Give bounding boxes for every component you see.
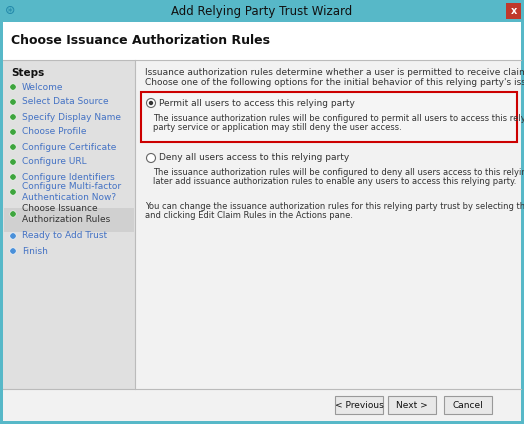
- Circle shape: [10, 84, 16, 90]
- Bar: [3, 389, 521, 421]
- Bar: [335, 396, 383, 414]
- Text: and clicking Edit Claim Rules in the Actions pane.: and clicking Edit Claim Rules in the Act…: [145, 211, 353, 220]
- Circle shape: [147, 153, 156, 162]
- Text: x: x: [510, 6, 517, 16]
- Circle shape: [149, 101, 153, 105]
- Text: Permit all users to access this relying party: Permit all users to access this relying …: [159, 98, 355, 108]
- Text: Finish: Finish: [22, 246, 48, 256]
- Text: Configure Certificate: Configure Certificate: [22, 142, 116, 151]
- Text: Next >: Next >: [396, 401, 428, 410]
- Circle shape: [10, 233, 16, 239]
- Circle shape: [147, 98, 156, 108]
- Circle shape: [10, 159, 16, 165]
- Text: Select Data Source: Select Data Source: [22, 98, 108, 106]
- Text: Cancel: Cancel: [453, 401, 483, 410]
- Circle shape: [10, 114, 16, 120]
- Text: Choose Profile: Choose Profile: [22, 128, 86, 137]
- Text: < Previous: < Previous: [335, 401, 384, 410]
- Text: later add issuance authorization rules to enable any users to access this relyin: later add issuance authorization rules t…: [153, 177, 516, 186]
- Bar: [444, 396, 492, 414]
- Text: Configure URL: Configure URL: [22, 157, 86, 167]
- Text: Choose one of the following options for the initial behavior of this relying par: Choose one of the following options for …: [145, 78, 524, 87]
- Text: Ready to Add Trust: Ready to Add Trust: [22, 232, 107, 240]
- Circle shape: [10, 248, 16, 254]
- Text: The issuance authorization rules will be configured to deny all users access to : The issuance authorization rules will be…: [153, 168, 524, 177]
- Text: Choose Issuance
Authorization Rules: Choose Issuance Authorization Rules: [22, 204, 110, 224]
- Text: Choose Issuance Authorization Rules: Choose Issuance Authorization Rules: [11, 34, 270, 47]
- Text: Configure Multi-factor
Authentication Now?: Configure Multi-factor Authentication No…: [22, 182, 121, 202]
- Text: ⊛: ⊛: [5, 5, 15, 17]
- Text: You can change the issuance authorization rules for this relying party trust by : You can change the issuance authorizatio…: [145, 202, 524, 211]
- Text: Configure Identifiers: Configure Identifiers: [22, 173, 115, 181]
- Bar: [141, 92, 517, 142]
- Text: Issuance authorization rules determine whether a user is permitted to receive cl: Issuance authorization rules determine w…: [145, 68, 524, 77]
- Text: Steps: Steps: [11, 68, 44, 78]
- Text: The issuance authorization rules will be configured to permit all users to acces: The issuance authorization rules will be…: [153, 114, 524, 123]
- Circle shape: [10, 129, 16, 135]
- Text: Specify Display Name: Specify Display Name: [22, 112, 121, 122]
- Text: Add Relying Party Trust Wizard: Add Relying Party Trust Wizard: [171, 5, 353, 17]
- Bar: [3, 22, 521, 60]
- Text: Welcome: Welcome: [22, 83, 63, 92]
- Bar: [0, 0, 524, 22]
- Bar: [4, 208, 134, 232]
- Circle shape: [10, 174, 16, 180]
- Bar: [3, 60, 135, 389]
- Circle shape: [10, 99, 16, 105]
- Bar: [388, 396, 436, 414]
- Text: Deny all users access to this relying party: Deny all users access to this relying pa…: [159, 153, 350, 162]
- Circle shape: [10, 211, 16, 217]
- Circle shape: [10, 189, 16, 195]
- Circle shape: [10, 144, 16, 150]
- Text: party service or application may still deny the user access.: party service or application may still d…: [153, 123, 402, 132]
- Bar: [506, 3, 521, 19]
